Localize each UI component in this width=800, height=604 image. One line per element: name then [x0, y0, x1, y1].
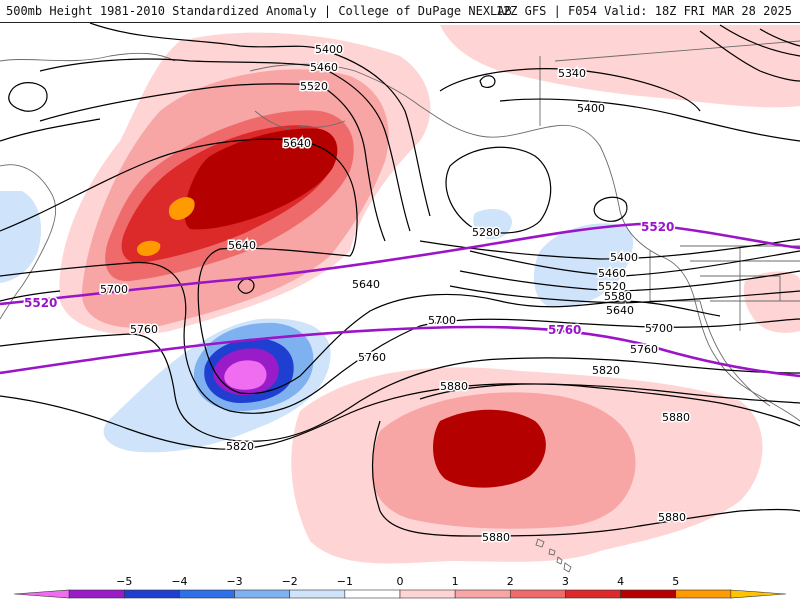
colorbar-swatch	[14, 590, 69, 598]
colorbar-tick-label: −4	[171, 575, 187, 588]
colorbar-swatch	[731, 590, 786, 598]
contour-label: 5700	[428, 314, 456, 327]
colorbar-tick-label: −2	[282, 575, 298, 588]
colorbar-tick-label: −5	[116, 575, 132, 588]
contour-label: 5700	[645, 322, 673, 335]
contour-label: 5460	[310, 61, 338, 74]
anomaly-positive-10	[433, 410, 546, 488]
contour-label: 5640	[352, 278, 380, 291]
climatology-label: 5760	[548, 323, 581, 337]
contour-label: 5520	[300, 80, 328, 93]
contour-label: 5820	[592, 364, 620, 377]
contour-label: 5760	[358, 351, 386, 364]
colorbar-swatch	[621, 590, 676, 598]
contour-label: 5400	[577, 102, 605, 115]
map-title: 500mb Height 1981-2010 Standardized Anom…	[6, 0, 512, 22]
colorbar-swatch	[290, 590, 345, 598]
contour-label: 5640	[283, 137, 311, 150]
colorbar-swatch	[179, 590, 234, 598]
contour-label: 5640	[228, 239, 256, 252]
contour-label: 5400	[610, 251, 638, 264]
colorbar-swatch	[510, 590, 565, 598]
climatology-label: 5520	[641, 220, 674, 234]
contour-label: 5700	[100, 283, 128, 296]
colorbar-tick-label: 5	[672, 575, 679, 588]
contour-label: 5640	[606, 304, 634, 317]
contour-label: 5580	[604, 290, 632, 303]
contour-label: 5880	[662, 411, 690, 424]
contour-label: 5880	[440, 380, 468, 393]
colorbar-swatch	[235, 590, 290, 598]
contour-label: 5280	[472, 226, 500, 239]
contour-label: 5760	[630, 343, 658, 356]
colorbar-boxes	[14, 590, 786, 598]
contour-label: 5340	[558, 67, 586, 80]
colorbar-tick-label: −3	[226, 575, 242, 588]
header: 500mb Height 1981-2010 Standardized Anom…	[0, 0, 800, 22]
contour-label: 5820	[226, 440, 254, 453]
contour-label: 5460	[598, 267, 626, 280]
contour-label: 5400	[315, 43, 343, 56]
contour-label: 5760	[130, 323, 158, 336]
map-panel: 5400 5460 5520 5640 5640 5640 5700 5700 …	[0, 22, 800, 574]
contour-label: 5880	[482, 531, 510, 544]
colorbar-tick-label: 1	[452, 575, 459, 588]
map-svg: 5400 5460 5520 5640 5640 5640 5700 5700 …	[0, 23, 800, 575]
colorbar-tick-label: 3	[562, 575, 569, 588]
colorbar-svg: −5 −4 −3 −2 −1 0 1 2 3 4 5	[0, 574, 800, 600]
colorbar-tick-label: 4	[617, 575, 624, 588]
colorbar-swatch	[345, 590, 400, 598]
colorbar-swatch	[565, 590, 620, 598]
colorbar-swatch	[455, 590, 510, 598]
climatology-label: 5520	[24, 296, 57, 310]
colorbar: −5 −4 −3 −2 −1 0 1 2 3 4 5	[0, 574, 800, 600]
colorbar-swatch	[124, 590, 179, 598]
contour-label: 5880	[658, 511, 686, 524]
valid-time: 12Z GFS | F054 Valid: 18Z FRI MAR 28 202…	[496, 0, 792, 22]
colorbar-swatch	[676, 590, 731, 598]
colorbar-tick-label: −1	[337, 575, 353, 588]
colorbar-swatch	[69, 590, 124, 598]
colorbar-tick-label: 2	[507, 575, 514, 588]
colorbar-swatch	[400, 590, 455, 598]
colorbar-tick-labels: −5 −4 −3 −2 −1 0 1 2 3 4 5	[116, 575, 679, 588]
colorbar-tick-label: 0	[397, 575, 404, 588]
